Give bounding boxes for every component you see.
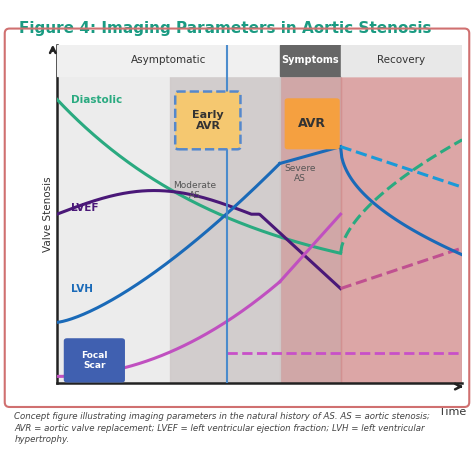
FancyBboxPatch shape xyxy=(285,98,340,149)
Text: AVR: AVR xyxy=(298,117,326,130)
FancyBboxPatch shape xyxy=(175,91,240,149)
FancyBboxPatch shape xyxy=(64,338,125,383)
Bar xyxy=(170,45,280,383)
Text: Focal
Scar: Focal Scar xyxy=(82,351,108,370)
Bar xyxy=(57,45,462,76)
Text: Early
AVR: Early AVR xyxy=(192,110,224,131)
Bar xyxy=(280,45,340,76)
Text: LVEF: LVEF xyxy=(71,203,99,213)
Text: Symptoms: Symptoms xyxy=(282,55,339,65)
Text: Recovery: Recovery xyxy=(377,55,426,65)
Text: Time: Time xyxy=(439,407,466,417)
Bar xyxy=(280,45,340,383)
Text: Severe
AS: Severe AS xyxy=(284,164,316,183)
Text: Concept figure illustrating imaging parameters in the natural history of AS. AS : Concept figure illustrating imaging para… xyxy=(14,412,430,444)
Text: LVH: LVH xyxy=(71,284,93,294)
Text: Moderate
AS: Moderate AS xyxy=(173,181,216,200)
Bar xyxy=(340,45,462,383)
Bar xyxy=(57,45,280,383)
Text: Figure 4: Imaging Parameters in Aortic Stenosis: Figure 4: Imaging Parameters in Aortic S… xyxy=(19,21,431,37)
Text: Diastolic: Diastolic xyxy=(71,95,122,105)
Y-axis label: Valve Stenosis: Valve Stenosis xyxy=(43,177,53,252)
Text: Asymptomatic: Asymptomatic xyxy=(131,55,206,65)
Bar xyxy=(340,45,462,76)
